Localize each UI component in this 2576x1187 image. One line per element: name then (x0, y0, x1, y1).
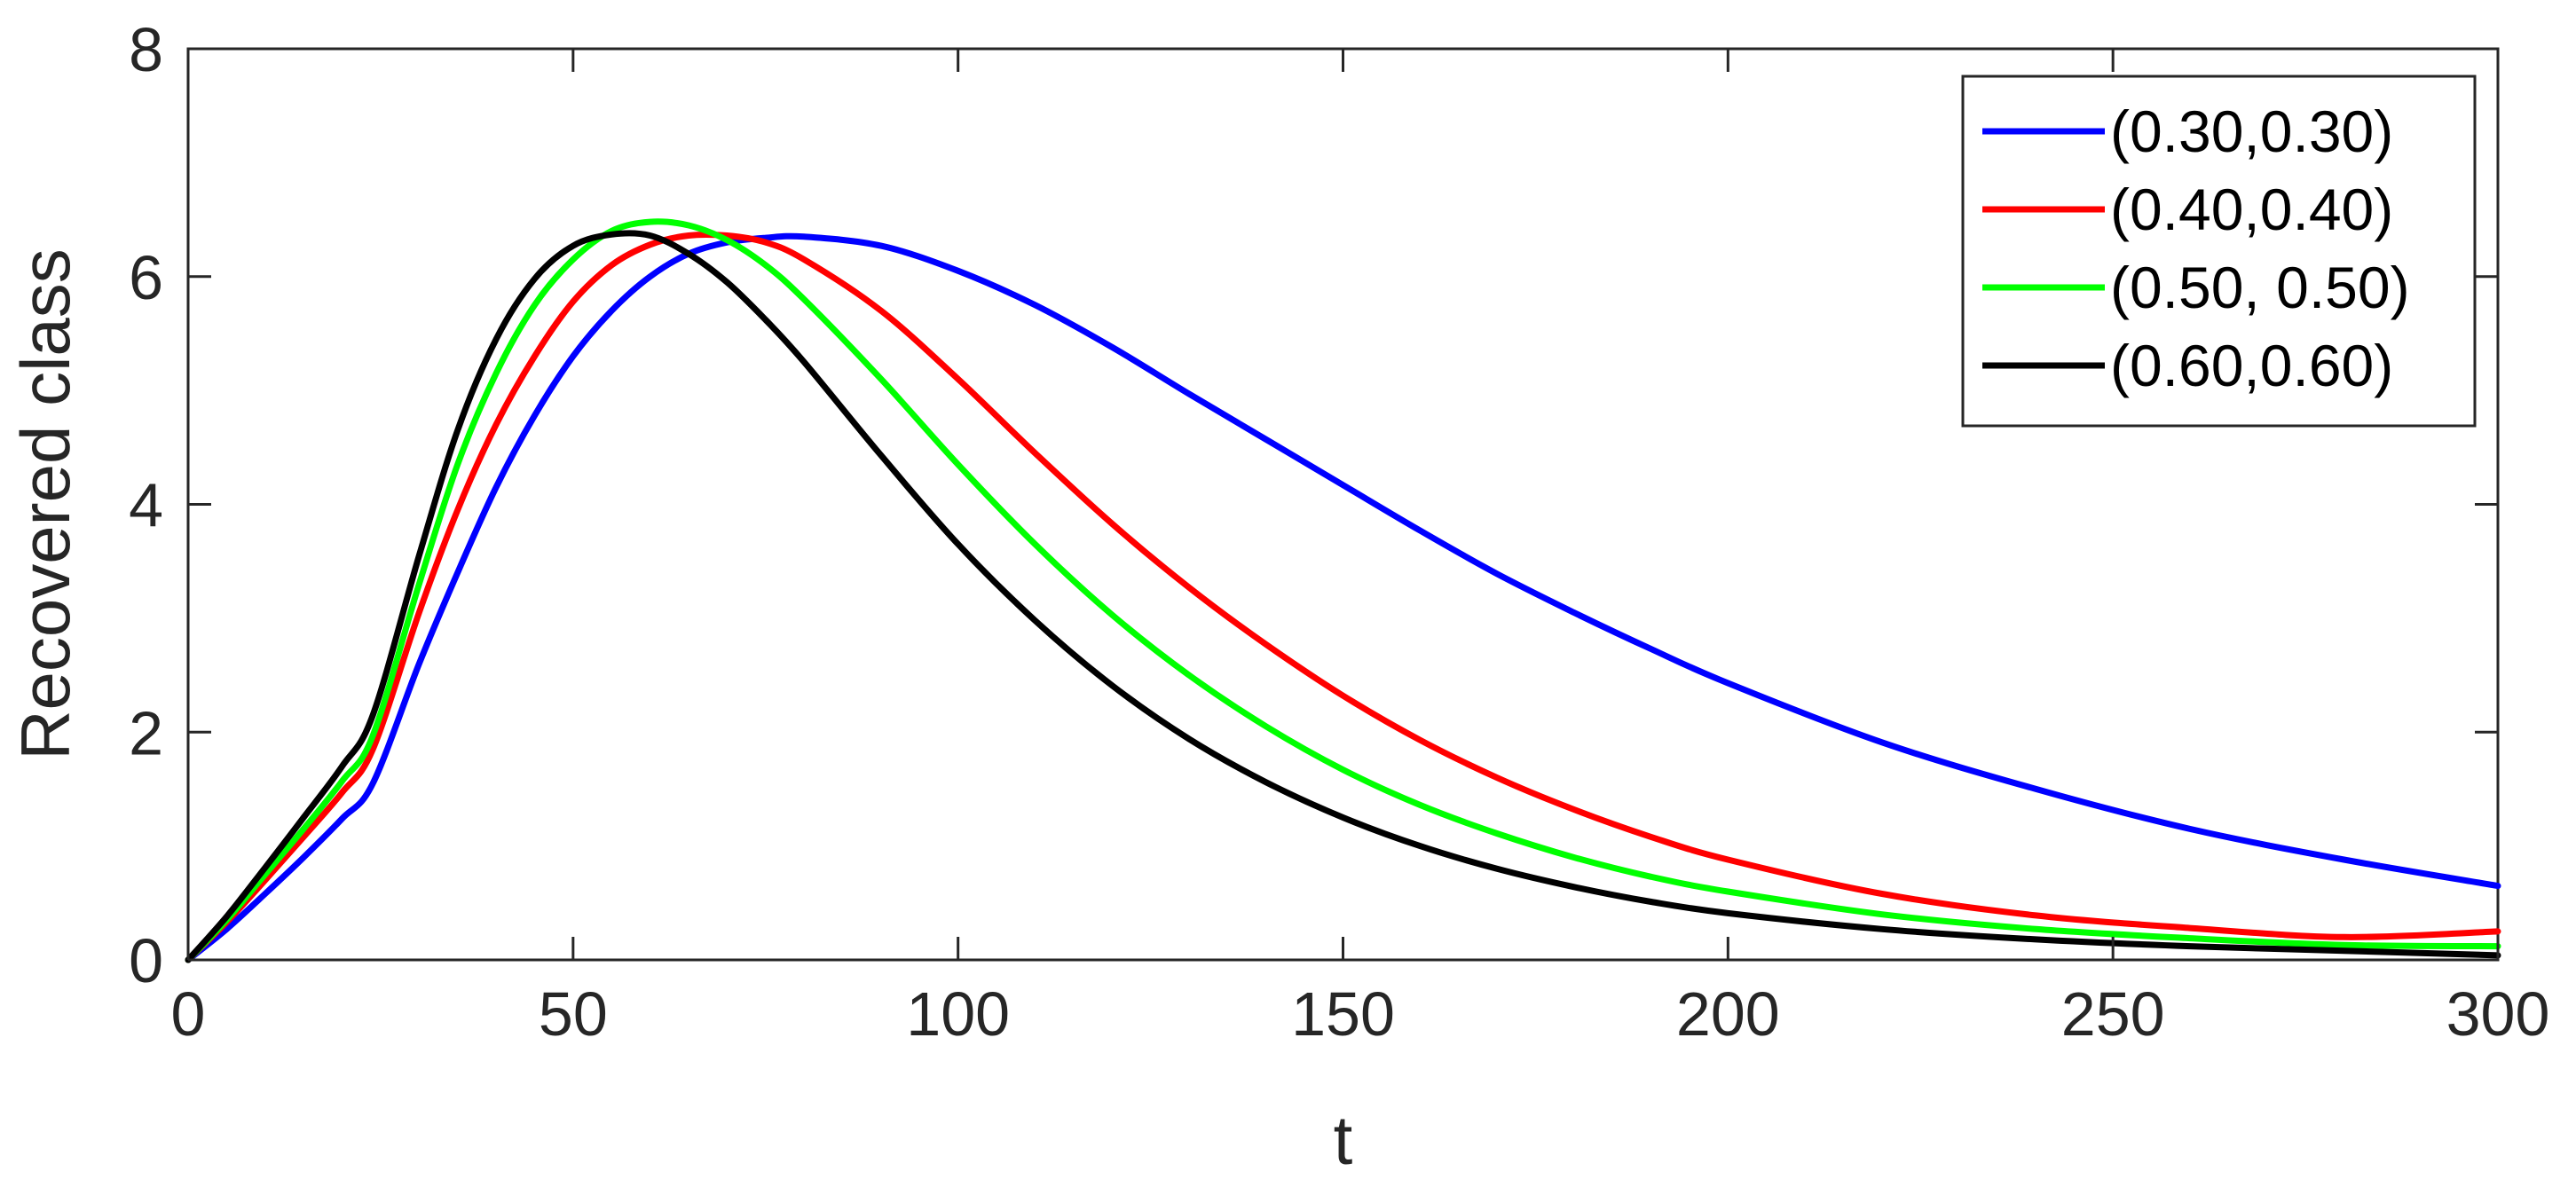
series-line-1 (185, 232, 2501, 963)
legend-entry-label: (0.40,0.40) (2110, 177, 2393, 242)
series-group (185, 218, 2501, 963)
x-axis-label: t (1334, 1101, 1353, 1179)
y-tick-label: 0 (129, 926, 163, 995)
series-line-2 (185, 231, 2501, 963)
y-axis-label: Recovered class (6, 248, 84, 760)
y-tick-label: 6 (129, 243, 163, 312)
x-tick-label: 100 (906, 979, 1010, 1049)
legend: (0.30,0.30) (0.40,0.40) (0.50, 0.50) (0.60,… (1961, 75, 2477, 428)
legend-entry-label: (0.30,0.30) (2110, 98, 2393, 164)
legend-entry-label: (0.60,0.60) (2110, 333, 2393, 398)
y-tick-label: 8 (129, 15, 163, 84)
x-tick-label: 50 (539, 979, 608, 1049)
x-tick-label: 150 (1291, 979, 1395, 1049)
x-tick-label: 250 (2061, 979, 2165, 1049)
x-tick-label: 300 (2446, 979, 2550, 1049)
ticks-group: 0 50 100 150 200 250 300 0 2 4 6 8 (129, 15, 2549, 1049)
series-line-4 (185, 230, 2501, 963)
x-tick-label: 0 (171, 979, 206, 1049)
y-tick-label: 2 (129, 698, 163, 767)
series-line-3 (185, 218, 2501, 963)
legend-entry-label: (0.50, 0.50) (2110, 255, 2410, 320)
x-tick-label: 200 (1676, 979, 1780, 1049)
y-tick-label: 4 (129, 471, 163, 540)
